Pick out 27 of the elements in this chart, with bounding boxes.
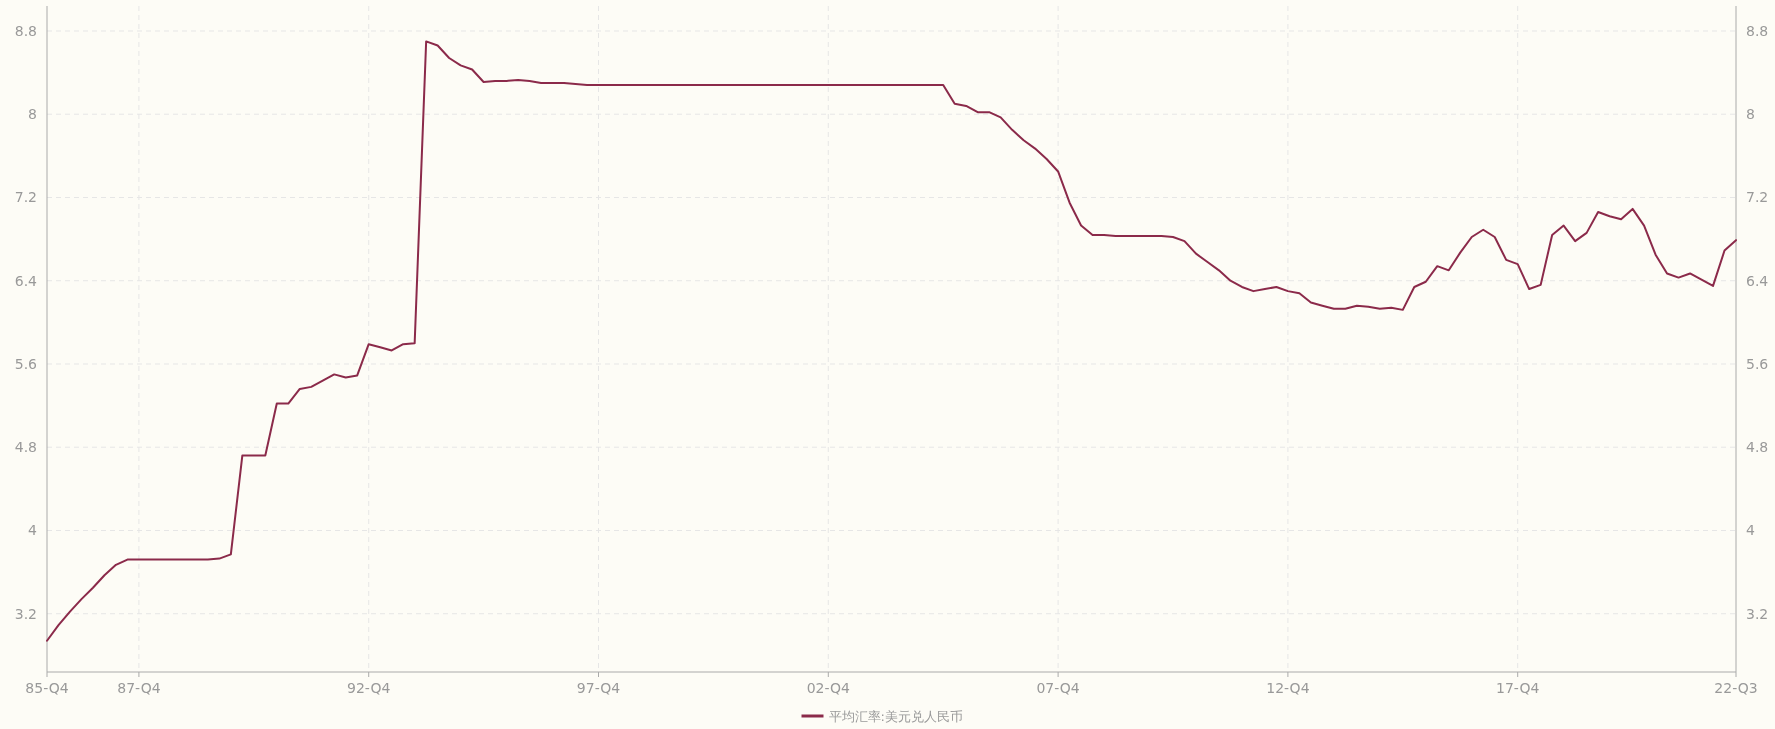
y-tick-label: 5.6	[14, 355, 38, 372]
y2-tick-label: 7.2	[1746, 189, 1769, 206]
y-tick-label: 6.4	[14, 272, 38, 289]
x-tick-label: 12-Q4	[1266, 680, 1310, 696]
x-tick-label: 07-Q4	[1036, 680, 1080, 696]
y2-tick-label: 5.6	[1746, 355, 1769, 372]
line-series	[46, 40, 1737, 642]
x-tick-label: 85-Q4	[25, 680, 69, 696]
legend-label: 平均汇率:美元兑人民币	[828, 709, 963, 724]
x-tick-label: 97-Q4	[576, 680, 621, 696]
y2-tick-label: 4	[1746, 522, 1755, 539]
x-tick-label: 87-Q4	[117, 680, 161, 696]
x-tick-label: 02-Q4	[806, 680, 851, 696]
x-tick-label: 92-Q4	[347, 680, 391, 696]
y2-tick-label: 3.2	[1746, 605, 1769, 622]
y-tick-label: 8.8	[14, 22, 37, 39]
y2-tick-label: 8.8	[1746, 22, 1769, 39]
x-tick-label: 17-Q4	[1496, 680, 1540, 696]
y-tick-label: 4	[28, 522, 38, 539]
y2-tick-label: 8	[1746, 106, 1755, 123]
x-tick-label: 22-Q3	[1714, 680, 1758, 696]
y-tick-label: 3.2	[14, 605, 37, 622]
y2-tick-label: 4.8	[1746, 439, 1769, 456]
y-tick-label: 7.2	[14, 189, 37, 206]
y-tick-label: 8	[28, 106, 37, 123]
y2-tick-label: 6.4	[1746, 272, 1769, 289]
y-tick-label: 4.8	[14, 439, 37, 456]
